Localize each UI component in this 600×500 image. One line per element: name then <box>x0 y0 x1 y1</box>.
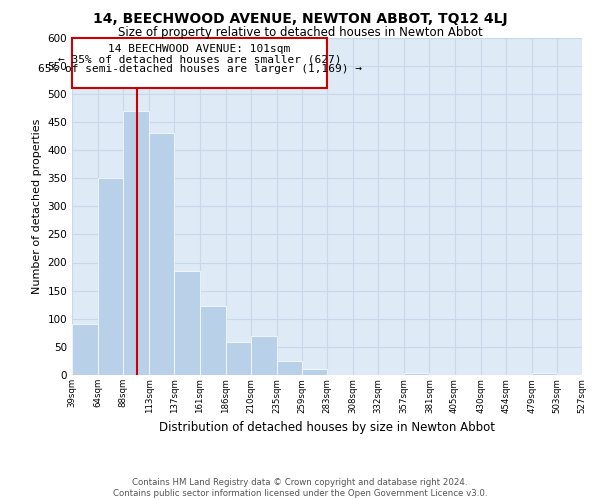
Bar <box>72 38 327 88</box>
X-axis label: Distribution of detached houses by size in Newton Abbot: Distribution of detached houses by size … <box>159 421 495 434</box>
Text: Size of property relative to detached houses in Newton Abbot: Size of property relative to detached ho… <box>118 26 482 39</box>
Text: 14, BEECHWOOD AVENUE, NEWTON ABBOT, TQ12 4LJ: 14, BEECHWOOD AVENUE, NEWTON ABBOT, TQ12… <box>92 12 508 26</box>
Text: 65% of semi-detached houses are larger (1,169) →: 65% of semi-detached houses are larger (… <box>37 64 361 74</box>
Text: ← 35% of detached houses are smaller (627): ← 35% of detached houses are smaller (62… <box>58 54 341 64</box>
Bar <box>175 271 199 375</box>
Bar <box>226 342 251 375</box>
Bar <box>251 336 277 375</box>
Text: Contains HM Land Registry data © Crown copyright and database right 2024.
Contai: Contains HM Land Registry data © Crown c… <box>113 478 487 498</box>
Text: 14 BEECHWOOD AVENUE: 101sqm: 14 BEECHWOOD AVENUE: 101sqm <box>109 44 290 54</box>
Bar <box>277 361 302 375</box>
Bar <box>98 178 123 375</box>
Bar <box>199 306 226 375</box>
Bar <box>404 374 430 375</box>
Bar <box>72 324 98 375</box>
Bar <box>302 370 327 375</box>
Bar <box>123 110 149 375</box>
Bar <box>532 374 557 375</box>
Bar <box>149 133 175 375</box>
Y-axis label: Number of detached properties: Number of detached properties <box>32 118 42 294</box>
